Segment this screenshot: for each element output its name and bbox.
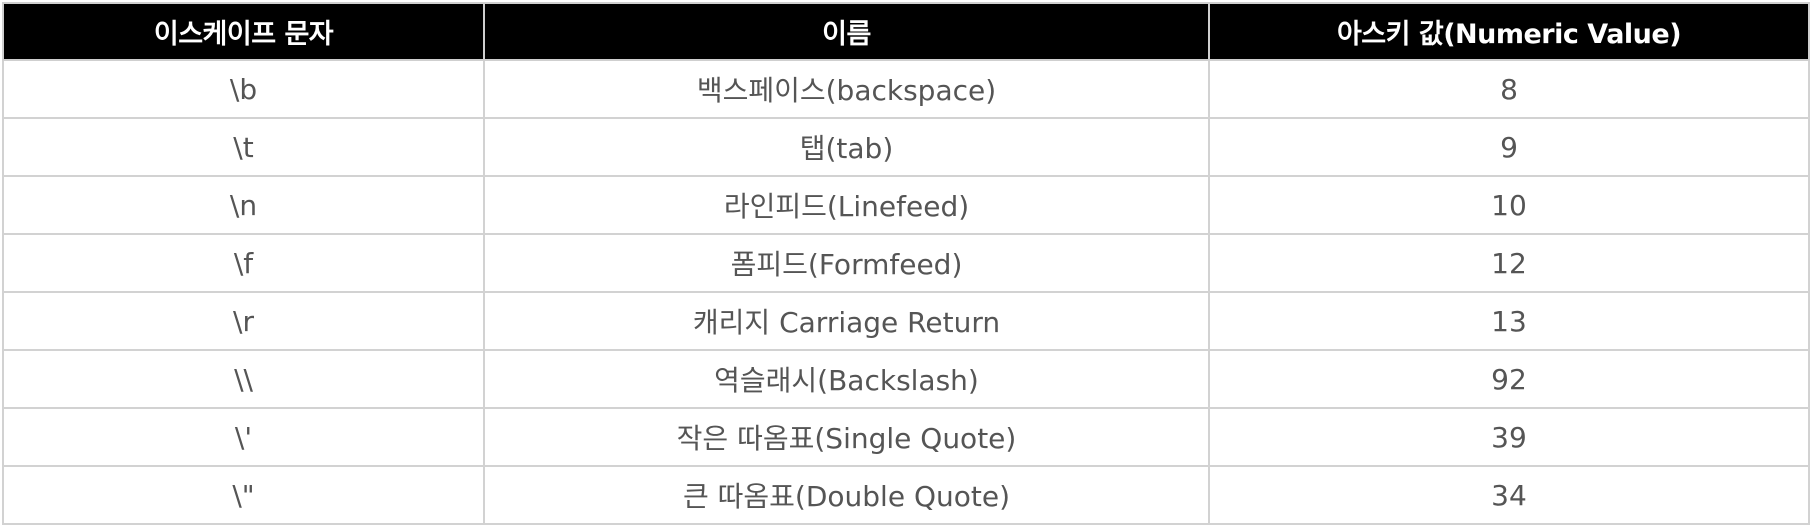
value-cell: 92 — [1208, 349, 1810, 409]
escape-cell: \n — [2, 175, 485, 235]
name-cell: 폼피드(Formfeed) — [483, 233, 1210, 293]
table-row: \f 폼피드(Formfeed) 12 — [2, 233, 1810, 293]
escape-cell: \t — [2, 117, 485, 177]
table-row: \" 큰 따옴표(Double Quote) 34 — [2, 465, 1810, 525]
name-cell: 탭(tab) — [483, 117, 1210, 177]
table-row: \t 탭(tab) 9 — [2, 117, 1810, 177]
value-cell: 34 — [1208, 465, 1810, 525]
escape-cell: \\ — [2, 349, 485, 409]
escape-cell: \f — [2, 233, 485, 293]
table-body: \b 백스페이스(backspace) 8 \t 탭(tab) 9 \n 라인피… — [2, 59, 1810, 525]
header-escape-character: 이스케이프 문자 — [2, 2, 485, 61]
value-cell: 8 — [1208, 59, 1810, 119]
table-row: \n 라인피드(Linefeed) 10 — [2, 175, 1810, 235]
escape-cell: \' — [2, 407, 485, 467]
name-cell: 작은 따옴표(Single Quote) — [483, 407, 1210, 467]
value-cell: 39 — [1208, 407, 1810, 467]
name-cell: 백스페이스(backspace) — [483, 59, 1210, 119]
table-row: \r 캐리지 Carriage Return 13 — [2, 291, 1810, 351]
name-cell: 라인피드(Linefeed) — [483, 175, 1210, 235]
value-cell: 9 — [1208, 117, 1810, 177]
escape-cell: \r — [2, 291, 485, 351]
header-ascii-value: 아스키 값(Numeric Value) — [1208, 2, 1810, 61]
escape-cell: \" — [2, 465, 485, 525]
name-cell: 큰 따옴표(Double Quote) — [483, 465, 1210, 525]
header-row: 이스케이프 문자 이름 아스키 값(Numeric Value) — [2, 2, 1810, 61]
value-cell: 12 — [1208, 233, 1810, 293]
table-header: 이스케이프 문자 이름 아스키 값(Numeric Value) — [2, 2, 1810, 61]
table-row: \' 작은 따옴표(Single Quote) 39 — [2, 407, 1810, 467]
header-name: 이름 — [483, 2, 1210, 61]
table-row: \b 백스페이스(backspace) 8 — [2, 59, 1810, 119]
value-cell: 13 — [1208, 291, 1810, 351]
name-cell: 캐리지 Carriage Return — [483, 291, 1210, 351]
escape-cell: \b — [2, 59, 485, 119]
value-cell: 10 — [1208, 175, 1810, 235]
table-row: \\ 역슬래시(Backslash) 92 — [2, 349, 1810, 409]
name-cell: 역슬래시(Backslash) — [483, 349, 1210, 409]
